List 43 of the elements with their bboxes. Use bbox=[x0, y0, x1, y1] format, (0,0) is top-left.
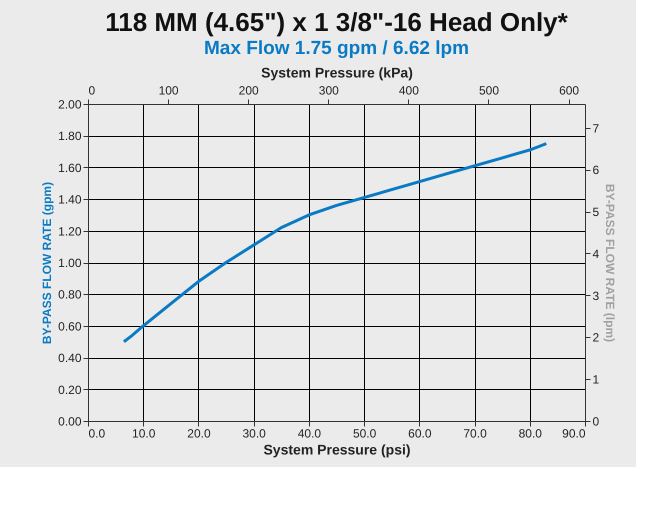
x-axis-title: System Pressure (psi) bbox=[263, 442, 411, 458]
y-tick-label: 1.80 bbox=[58, 129, 82, 144]
y2-tick-label: 0 bbox=[592, 414, 600, 428]
y2-axis-title: BY-PASS FLOW RATE (lpm) bbox=[603, 184, 618, 342]
y-tick-label: 1.00 bbox=[58, 256, 82, 270]
y-tick-label: 2.00 bbox=[58, 98, 82, 112]
x-tick-label: 20.0 bbox=[187, 426, 211, 440]
x2-tick-label: 400 bbox=[398, 84, 420, 98]
x-tick-label: 80.0 bbox=[518, 426, 542, 440]
y-tick-label: 0.80 bbox=[58, 288, 82, 302]
y-tick-label: 0.20 bbox=[58, 382, 82, 397]
y-tick-label: 1.40 bbox=[58, 192, 82, 207]
y2-tick-label: 7 bbox=[592, 121, 600, 136]
x2-tick-label: 300 bbox=[318, 84, 340, 98]
y-tick-label: 0.40 bbox=[58, 351, 82, 366]
x-tick-label: 70.0 bbox=[463, 426, 488, 440]
y2-tick-label: 2 bbox=[592, 330, 600, 345]
x2-tick-label: 100 bbox=[158, 84, 179, 98]
y-axis-title: BY-PASS FLOW RATE (gpm) bbox=[40, 182, 54, 344]
line-series bbox=[122, 142, 548, 344]
y-tick-label: 1.20 bbox=[58, 224, 82, 238]
y2-tick-label: 3 bbox=[592, 288, 600, 303]
x2-tick-label: 0 bbox=[88, 84, 96, 98]
x-tick-label: 40.0 bbox=[298, 426, 322, 440]
x-tick-label: 0.0 bbox=[88, 426, 106, 440]
y-tick-label: 0.60 bbox=[58, 319, 82, 334]
y2-tick-label: 5 bbox=[592, 205, 600, 220]
x-tick-label: 60.0 bbox=[408, 426, 432, 440]
chart-subtitle: Max Flow 1.75 gpm / 6.62 lpm bbox=[204, 38, 470, 59]
x-tick-label: 90.0 bbox=[562, 426, 586, 440]
chart-title: 118 MM (4.65") x 1 3/8"-16 Head Only* bbox=[105, 7, 569, 37]
y2-tick-label: 1 bbox=[592, 372, 600, 387]
x2-axis-title: System Pressure (kPa) bbox=[261, 64, 413, 80]
x2-tick-label: 500 bbox=[478, 84, 500, 98]
x2-tick-label: 200 bbox=[238, 84, 260, 98]
y-tick-label: 0.00 bbox=[58, 414, 82, 428]
x-tick-label: 30.0 bbox=[242, 426, 266, 440]
y2-tick-label: 6 bbox=[592, 163, 600, 178]
x2-tick-label: 600 bbox=[559, 84, 580, 98]
y-tick-label: 1.60 bbox=[58, 160, 82, 175]
x-tick-label: 50.0 bbox=[352, 426, 377, 440]
x-tick-label: 10.0 bbox=[132, 426, 156, 440]
y2-tick-label: 4 bbox=[592, 246, 600, 261]
